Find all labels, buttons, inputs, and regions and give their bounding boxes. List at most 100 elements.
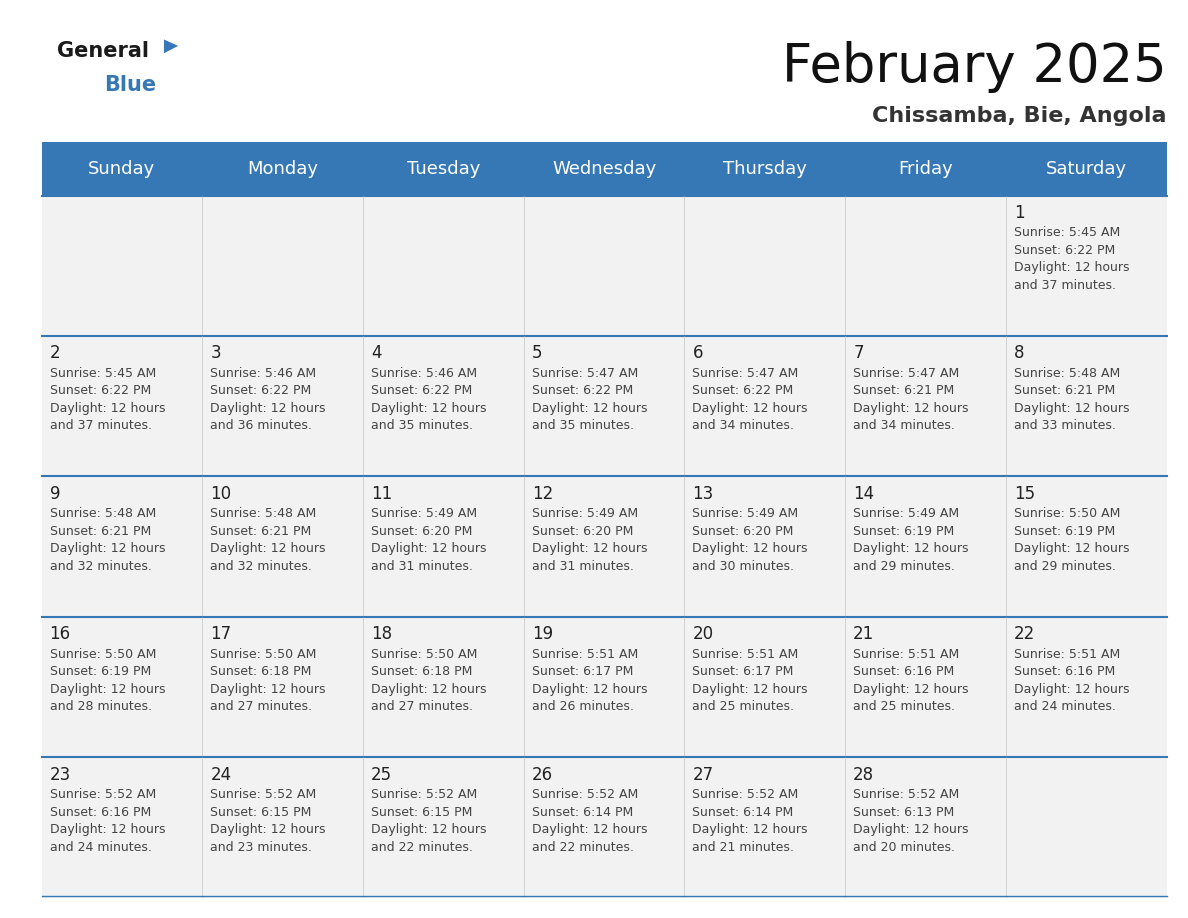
Bar (1006, 196, 1167, 336)
Text: 5: 5 (532, 344, 542, 363)
Bar (684, 757, 845, 898)
Text: Sunday: Sunday (88, 160, 156, 178)
Bar (42, 196, 202, 336)
Text: Sunrise: 5:52 AM
Sunset: 6:14 PM
Daylight: 12 hours
and 21 minutes.: Sunrise: 5:52 AM Sunset: 6:14 PM Dayligh… (693, 789, 808, 854)
Bar (42, 336, 202, 476)
Text: Sunrise: 5:49 AM
Sunset: 6:19 PM
Daylight: 12 hours
and 29 minutes.: Sunrise: 5:49 AM Sunset: 6:19 PM Dayligh… (853, 508, 968, 573)
Bar (202, 476, 364, 617)
Text: 4: 4 (371, 344, 381, 363)
Text: Sunrise: 5:50 AM
Sunset: 6:19 PM
Daylight: 12 hours
and 28 minutes.: Sunrise: 5:50 AM Sunset: 6:19 PM Dayligh… (50, 648, 165, 713)
Bar (845, 196, 1006, 336)
Bar (364, 476, 524, 617)
Bar (684, 196, 845, 336)
Bar (845, 336, 1006, 476)
Text: Sunrise: 5:45 AM
Sunset: 6:22 PM
Daylight: 12 hours
and 37 minutes.: Sunrise: 5:45 AM Sunset: 6:22 PM Dayligh… (1013, 227, 1130, 292)
Text: Sunrise: 5:47 AM
Sunset: 6:22 PM
Daylight: 12 hours
and 34 minutes.: Sunrise: 5:47 AM Sunset: 6:22 PM Dayligh… (693, 367, 808, 432)
Text: Sunrise: 5:52 AM
Sunset: 6:13 PM
Daylight: 12 hours
and 20 minutes.: Sunrise: 5:52 AM Sunset: 6:13 PM Dayligh… (853, 789, 968, 854)
Text: Saturday: Saturday (1045, 160, 1127, 178)
Bar (524, 476, 684, 617)
Text: Sunrise: 5:52 AM
Sunset: 6:16 PM
Daylight: 12 hours
and 24 minutes.: Sunrise: 5:52 AM Sunset: 6:16 PM Dayligh… (50, 789, 165, 854)
Text: General: General (57, 41, 148, 62)
Text: Sunrise: 5:51 AM
Sunset: 6:17 PM
Daylight: 12 hours
and 26 minutes.: Sunrise: 5:51 AM Sunset: 6:17 PM Dayligh… (532, 648, 647, 713)
Bar (42, 142, 202, 196)
Text: 11: 11 (371, 485, 392, 503)
Text: Sunrise: 5:49 AM
Sunset: 6:20 PM
Daylight: 12 hours
and 30 minutes.: Sunrise: 5:49 AM Sunset: 6:20 PM Dayligh… (693, 508, 808, 573)
Bar (364, 336, 524, 476)
Text: Sunrise: 5:50 AM
Sunset: 6:18 PM
Daylight: 12 hours
and 27 minutes.: Sunrise: 5:50 AM Sunset: 6:18 PM Dayligh… (210, 648, 326, 713)
Text: 17: 17 (210, 625, 232, 644)
Bar (684, 336, 845, 476)
Text: Thursday: Thursday (722, 160, 807, 178)
Text: Sunrise: 5:52 AM
Sunset: 6:14 PM
Daylight: 12 hours
and 22 minutes.: Sunrise: 5:52 AM Sunset: 6:14 PM Dayligh… (532, 789, 647, 854)
Text: 27: 27 (693, 766, 714, 784)
Text: 25: 25 (371, 766, 392, 784)
Text: 21: 21 (853, 625, 874, 644)
Bar (202, 336, 364, 476)
Bar (202, 196, 364, 336)
Bar (845, 142, 1006, 196)
Text: Sunrise: 5:47 AM
Sunset: 6:21 PM
Daylight: 12 hours
and 34 minutes.: Sunrise: 5:47 AM Sunset: 6:21 PM Dayligh… (853, 367, 968, 432)
Text: Sunrise: 5:52 AM
Sunset: 6:15 PM
Daylight: 12 hours
and 22 minutes.: Sunrise: 5:52 AM Sunset: 6:15 PM Dayligh… (371, 789, 487, 854)
Bar (684, 617, 845, 757)
Bar (684, 476, 845, 617)
Text: February 2025: February 2025 (782, 41, 1167, 94)
Bar (42, 476, 202, 617)
Text: Sunrise: 5:45 AM
Sunset: 6:22 PM
Daylight: 12 hours
and 37 minutes.: Sunrise: 5:45 AM Sunset: 6:22 PM Dayligh… (50, 367, 165, 432)
Text: 14: 14 (853, 485, 874, 503)
Text: Sunrise: 5:51 AM
Sunset: 6:16 PM
Daylight: 12 hours
and 24 minutes.: Sunrise: 5:51 AM Sunset: 6:16 PM Dayligh… (1013, 648, 1130, 713)
Text: 7: 7 (853, 344, 864, 363)
Bar (1006, 476, 1167, 617)
Text: Sunrise: 5:48 AM
Sunset: 6:21 PM
Daylight: 12 hours
and 33 minutes.: Sunrise: 5:48 AM Sunset: 6:21 PM Dayligh… (1013, 367, 1130, 432)
Text: Sunrise: 5:48 AM
Sunset: 6:21 PM
Daylight: 12 hours
and 32 minutes.: Sunrise: 5:48 AM Sunset: 6:21 PM Dayligh… (210, 508, 326, 573)
Text: 1: 1 (1013, 204, 1024, 222)
Text: 20: 20 (693, 625, 714, 644)
Bar (364, 757, 524, 898)
Bar (845, 757, 1006, 898)
Text: 24: 24 (210, 766, 232, 784)
Text: Sunrise: 5:46 AM
Sunset: 6:22 PM
Daylight: 12 hours
and 35 minutes.: Sunrise: 5:46 AM Sunset: 6:22 PM Dayligh… (371, 367, 487, 432)
Bar (1006, 757, 1167, 898)
Text: Wednesday: Wednesday (552, 160, 656, 178)
Bar (524, 142, 684, 196)
Bar (1006, 142, 1167, 196)
Bar (524, 336, 684, 476)
Text: 28: 28 (853, 766, 874, 784)
Bar (364, 142, 524, 196)
Text: 13: 13 (693, 485, 714, 503)
Text: Sunrise: 5:46 AM
Sunset: 6:22 PM
Daylight: 12 hours
and 36 minutes.: Sunrise: 5:46 AM Sunset: 6:22 PM Dayligh… (210, 367, 326, 432)
Bar (42, 617, 202, 757)
Text: 16: 16 (50, 625, 71, 644)
Text: Monday: Monday (247, 160, 318, 178)
Bar (202, 617, 364, 757)
Bar (845, 617, 1006, 757)
Text: Chissamba, Bie, Angola: Chissamba, Bie, Angola (872, 106, 1167, 126)
Text: Sunrise: 5:51 AM
Sunset: 6:16 PM
Daylight: 12 hours
and 25 minutes.: Sunrise: 5:51 AM Sunset: 6:16 PM Dayligh… (853, 648, 968, 713)
Text: 10: 10 (210, 485, 232, 503)
Bar (845, 476, 1006, 617)
Text: 23: 23 (50, 766, 71, 784)
Text: 8: 8 (1013, 344, 1024, 363)
Bar (364, 196, 524, 336)
Text: 26: 26 (532, 766, 552, 784)
Text: 15: 15 (1013, 485, 1035, 503)
Text: 3: 3 (210, 344, 221, 363)
Bar (684, 142, 845, 196)
Text: Tuesday: Tuesday (406, 160, 480, 178)
Text: Friday: Friday (898, 160, 953, 178)
Text: Sunrise: 5:49 AM
Sunset: 6:20 PM
Daylight: 12 hours
and 31 minutes.: Sunrise: 5:49 AM Sunset: 6:20 PM Dayligh… (532, 508, 647, 573)
Bar (524, 617, 684, 757)
Text: 2: 2 (50, 344, 61, 363)
Bar (202, 142, 364, 196)
Text: Sunrise: 5:48 AM
Sunset: 6:21 PM
Daylight: 12 hours
and 32 minutes.: Sunrise: 5:48 AM Sunset: 6:21 PM Dayligh… (50, 508, 165, 573)
Text: Sunrise: 5:47 AM
Sunset: 6:22 PM
Daylight: 12 hours
and 35 minutes.: Sunrise: 5:47 AM Sunset: 6:22 PM Dayligh… (532, 367, 647, 432)
Text: Sunrise: 5:49 AM
Sunset: 6:20 PM
Daylight: 12 hours
and 31 minutes.: Sunrise: 5:49 AM Sunset: 6:20 PM Dayligh… (371, 508, 487, 573)
Text: 22: 22 (1013, 625, 1035, 644)
Text: Sunrise: 5:51 AM
Sunset: 6:17 PM
Daylight: 12 hours
and 25 minutes.: Sunrise: 5:51 AM Sunset: 6:17 PM Dayligh… (693, 648, 808, 713)
Text: 9: 9 (50, 485, 61, 503)
Text: 18: 18 (371, 625, 392, 644)
Bar (1006, 617, 1167, 757)
Text: 6: 6 (693, 344, 703, 363)
Text: Sunrise: 5:50 AM
Sunset: 6:19 PM
Daylight: 12 hours
and 29 minutes.: Sunrise: 5:50 AM Sunset: 6:19 PM Dayligh… (1013, 508, 1130, 573)
Bar (202, 757, 364, 898)
Text: 19: 19 (532, 625, 552, 644)
